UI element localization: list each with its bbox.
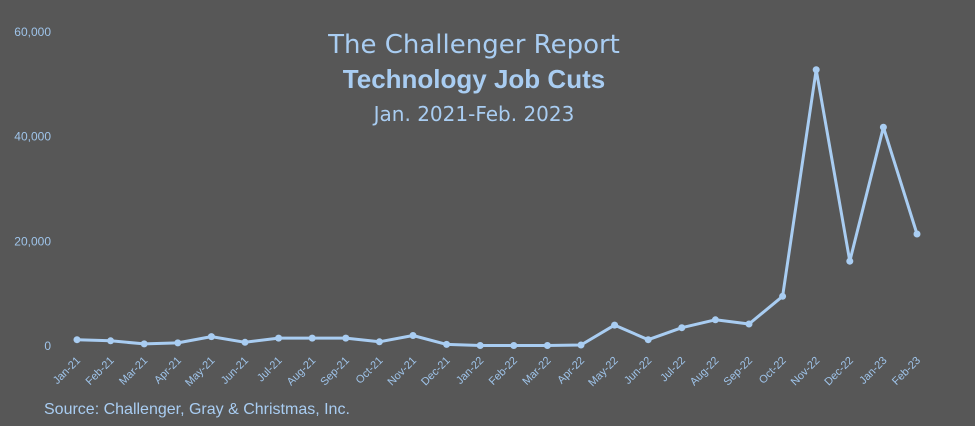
x-tick-label: Oct-21 — [354, 355, 386, 387]
y-tick-label: 40,000 — [14, 130, 51, 144]
data-point — [543, 342, 551, 349]
data-point — [779, 292, 787, 300]
data-point — [678, 324, 686, 332]
x-tick-label: Dec-22 — [822, 355, 856, 389]
data-point — [812, 66, 820, 74]
data-point — [409, 332, 417, 339]
data-point — [342, 334, 350, 342]
data-point — [241, 338, 249, 346]
x-tick-label: Feb-22 — [487, 355, 520, 388]
x-tick-label: Jun-22 — [622, 355, 654, 387]
x-tick-label: Feb-21 — [84, 355, 117, 388]
data-point — [913, 230, 921, 238]
source-note: Source: Challenger, Gray & Christmas, In… — [44, 401, 350, 418]
series-line — [75, 68, 919, 347]
y-tick-label: 20,000 — [14, 234, 51, 248]
x-tick-label: Nov-21 — [386, 355, 420, 389]
y-tick-label: 60,000 — [14, 25, 51, 39]
data-point — [174, 339, 182, 347]
x-tick-label: May-21 — [183, 355, 217, 389]
data-point — [107, 337, 115, 345]
data-point — [308, 334, 316, 342]
data-point — [879, 123, 887, 131]
x-tick-label: Oct-22 — [757, 355, 789, 387]
data-point — [577, 341, 585, 349]
x-tick-label: Mar-21 — [117, 355, 150, 388]
x-tick-label: Jul-22 — [658, 355, 688, 385]
x-tick-label: Nov-22 — [789, 355, 823, 389]
x-tick-label: Aug-22 — [688, 355, 722, 389]
data-point — [711, 316, 719, 324]
data-point — [644, 336, 652, 344]
data-point — [611, 321, 619, 329]
x-tick-label: Jan-22 — [454, 355, 486, 387]
data-point — [476, 342, 484, 349]
data-point — [140, 340, 148, 348]
data-point — [275, 334, 283, 342]
y-tick-label: 0 — [44, 339, 51, 353]
x-tick-label: Apr-22 — [555, 355, 587, 387]
x-axis: Jan-21 Feb-21 Mar-21 Apr-21 May-21 Jun-21 Jul-… — [51, 355, 923, 389]
x-tick-label: Sep-22 — [722, 355, 756, 389]
x-tick-label: Jan-23 — [857, 355, 889, 387]
data-point — [73, 336, 81, 344]
data-point — [207, 333, 215, 341]
data-point — [375, 338, 383, 346]
chart-subtitle: Technology Job Cuts — [343, 64, 605, 94]
chart-title: The Challenger Report — [327, 30, 620, 60]
x-tick-label: Feb-23 — [890, 355, 923, 388]
series-points — [73, 66, 921, 349]
chart-date-range: Jan. 2021-Feb. 2023 — [372, 102, 575, 126]
y-axis: 0 20,000 40,000 60,000 — [14, 25, 51, 353]
x-tick-label: Jan-21 — [51, 355, 83, 387]
x-tick-label: Jun-21 — [219, 355, 251, 387]
x-tick-label: Dec-21 — [419, 355, 453, 389]
data-point — [745, 320, 753, 328]
x-tick-label: Sep-21 — [318, 355, 352, 389]
x-tick-label: Aug-21 — [285, 355, 319, 389]
data-point — [846, 257, 854, 265]
x-tick-label: May-22 — [586, 355, 620, 389]
x-tick-label: Jul-21 — [255, 355, 285, 385]
data-point — [510, 342, 518, 349]
x-tick-label: Mar-22 — [520, 355, 553, 388]
data-point — [443, 340, 451, 348]
x-tick-label: Apr-21 — [152, 355, 184, 387]
